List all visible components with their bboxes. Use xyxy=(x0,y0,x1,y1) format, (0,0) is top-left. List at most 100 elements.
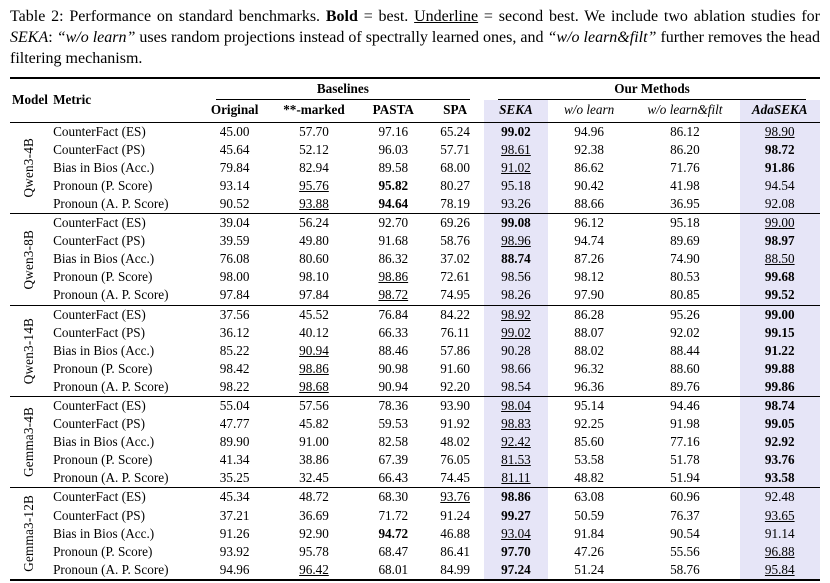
value-cell-original: 93.14 xyxy=(219,177,250,193)
group-header-baselines-label: Baselines xyxy=(215,81,470,101)
model-label-Qwen3-14B: Qwen3-14B xyxy=(10,304,48,397)
table-row: Gemma3-4B CounterFact (ES) 55.04 57.56 78.36… xyxy=(10,395,820,488)
value-cell-wo-learn-filt: 91.98 xyxy=(670,416,700,432)
value-cell-adaseka: 99.86 xyxy=(739,377,820,397)
value-cell-original: 98.00 xyxy=(219,269,250,285)
table-row: CounterFact (PS) 47.77 45.82 59.53 91.92 98.8… xyxy=(10,415,820,434)
value-cell-seka: 93.26 xyxy=(484,194,548,214)
value-cell-star-marked: 98.68 xyxy=(299,378,329,394)
value-cell-wo-learn: 97.90 xyxy=(574,287,604,303)
value-cell-wo-learn: 53.58 xyxy=(574,452,604,468)
table-row: CounterFact (PS) 37.21 36.69 71.72 91.24 99.2… xyxy=(10,506,820,525)
value-cell-spa: 72.61 xyxy=(440,269,470,285)
value-cell-wo-learn: 96.36 xyxy=(574,378,604,394)
value-cell-original: 98.42 xyxy=(219,360,250,376)
value-cell-adaseka: 98.72 xyxy=(739,140,820,159)
group-header-baselines: Baselines xyxy=(202,78,484,101)
metric-cell: Pronoun (A. P. Score) xyxy=(53,287,169,303)
paper-table-figure: Table 2: Performance on standard benchma… xyxy=(10,7,820,581)
value-cell-wo-learn-filt: 88.60 xyxy=(670,360,700,376)
value-cell-adaseka: 94.54 xyxy=(739,176,820,195)
group-header-our-methods: Our Methods xyxy=(484,78,820,101)
value-cell-adaseka: 91.86 xyxy=(739,158,820,177)
value-cell-original: 45.34 xyxy=(201,487,268,507)
value-cell-spa: 48.02 xyxy=(440,434,470,450)
value-cell-wo-learn: 63.08 xyxy=(547,487,631,507)
metric-cell: CounterFact (PS) xyxy=(53,141,146,157)
value-cell-original: 93.92 xyxy=(219,543,250,559)
value-cell-seka: 99.02 xyxy=(484,323,548,342)
value-cell-star-marked: 45.82 xyxy=(299,416,329,432)
value-cell-wo-learn-filt: 86.12 xyxy=(630,121,740,141)
metric-cell: Bias in Bios (Acc.) xyxy=(53,525,155,541)
value-cell-adaseka: 99.00 xyxy=(739,213,820,233)
metric-cell: CounterFact (PS) xyxy=(53,324,146,340)
value-cell-wo-learn-filt: 86.20 xyxy=(670,141,700,157)
value-cell-wo-learn-filt: 89.69 xyxy=(670,233,700,249)
model-label-Gemma3-12B: Gemma3-12B xyxy=(10,487,48,580)
value-cell-pasta: 66.43 xyxy=(378,470,409,486)
value-cell-spa: 58.76 xyxy=(440,233,470,249)
value-cell-adaseka: 93.58 xyxy=(739,469,820,488)
table-row: CounterFact (PS) 36.12 40.12 66.33 76.11 99.0… xyxy=(10,323,820,342)
table-row: Pronoun (A. P. Score) 90.52 93.88 94.64 78.1… xyxy=(10,194,820,214)
value-cell-spa: 68.00 xyxy=(440,159,470,175)
benchmark-table: Model Metric Baselines Our Methods Origi… xyxy=(10,77,820,581)
value-cell-star-marked: 90.94 xyxy=(299,342,329,358)
col-header-wo-learn: w/o learn xyxy=(547,100,631,123)
table-row: Bias in Bios (Acc.) 85.22 90.94 88.46 57.86 9… xyxy=(10,341,820,360)
value-cell-spa: 65.24 xyxy=(426,121,484,141)
value-cell-pasta: 91.68 xyxy=(378,233,409,249)
caption-segment: “w/o learn” xyxy=(56,28,136,46)
caption-segment: uses random projections instead of spect… xyxy=(135,28,548,46)
group-header-row: Model Metric Baselines Our Methods xyxy=(10,78,820,123)
value-cell-spa: 84.99 xyxy=(440,561,470,577)
col-header-star-marked: **-marked xyxy=(267,100,361,123)
value-cell-original: 36.12 xyxy=(219,324,250,340)
value-cell-wo-learn-filt: 51.78 xyxy=(670,452,700,468)
value-cell-adaseka: 92.08 xyxy=(739,194,820,214)
metric-cell: CounterFact (ES) xyxy=(47,304,202,324)
metric-cell: Pronoun (P. Score) xyxy=(53,177,153,193)
value-cell-spa: 84.22 xyxy=(426,304,484,324)
value-cell-pasta: 76.84 xyxy=(360,304,427,324)
value-cell-pasta: 66.33 xyxy=(378,324,409,340)
value-cell-wo-learn: 47.26 xyxy=(574,543,604,559)
table-row: Pronoun (A. P. Score) 98.22 98.68 90.94 92.2… xyxy=(10,377,820,397)
value-cell-adaseka: 99.68 xyxy=(739,268,820,287)
value-cell-spa: 92.20 xyxy=(440,378,470,394)
value-cell-original: 85.22 xyxy=(219,342,250,358)
value-cell-spa: 76.11 xyxy=(440,324,470,340)
value-cell-spa: 91.92 xyxy=(440,416,470,432)
caption-segment: : xyxy=(48,28,57,46)
value-cell-seka: 95.18 xyxy=(484,176,548,195)
value-cell-original: 98.22 xyxy=(219,378,250,394)
metric-cell: Pronoun (A. P. Score) xyxy=(53,195,169,211)
value-cell-adaseka: 98.74 xyxy=(739,395,820,416)
table-row: Qwen3-14B CounterFact (ES) 37.56 45.52 76.84… xyxy=(10,304,820,397)
value-cell-star-marked: 98.10 xyxy=(299,269,329,285)
table-row: Bias in Bios (Acc.) 76.08 80.60 86.32 37.02 8… xyxy=(10,250,820,269)
model-label-text: Gemma3-4B xyxy=(20,407,36,478)
col-header-pasta: PASTA xyxy=(360,100,427,123)
value-cell-star-marked: 92.90 xyxy=(299,525,329,541)
value-cell-seka: 99.08 xyxy=(484,213,548,233)
model-group-Gemma3-4B: Gemma3-4B CounterFact (ES) 55.04 57.56 78.36… xyxy=(10,395,820,488)
value-cell-spa: 76.05 xyxy=(440,452,470,468)
col-header-original: Original xyxy=(201,100,268,123)
metric-cell: Bias in Bios (Acc.) xyxy=(53,159,155,175)
value-cell-adaseka: 99.00 xyxy=(739,304,820,324)
table-row: Qwen3-8B CounterFact (ES) 39.04 56.24 92.70 6… xyxy=(10,213,820,306)
value-cell-pasta: 82.58 xyxy=(378,434,409,450)
value-cell-wo-learn: 94.74 xyxy=(574,233,604,249)
value-cell-star-marked: 98.86 xyxy=(299,360,329,376)
col-header-model: Model xyxy=(10,78,48,123)
value-cell-wo-learn-filt: 88.44 xyxy=(670,342,700,358)
value-cell-spa: 74.45 xyxy=(440,470,470,486)
table-row: CounterFact (PS) 45.64 52.12 96.03 57.71 98.6… xyxy=(10,140,820,159)
table-row: CounterFact (PS) 39.59 49.80 91.68 58.76 98.9… xyxy=(10,232,820,251)
value-cell-original: 39.59 xyxy=(219,233,250,249)
value-cell-pasta: 90.94 xyxy=(378,378,409,394)
table-row: Bias in Bios (Acc.) 89.90 91.00 82.58 48.02 9… xyxy=(10,433,820,452)
value-cell-spa: 91.24 xyxy=(440,507,470,523)
